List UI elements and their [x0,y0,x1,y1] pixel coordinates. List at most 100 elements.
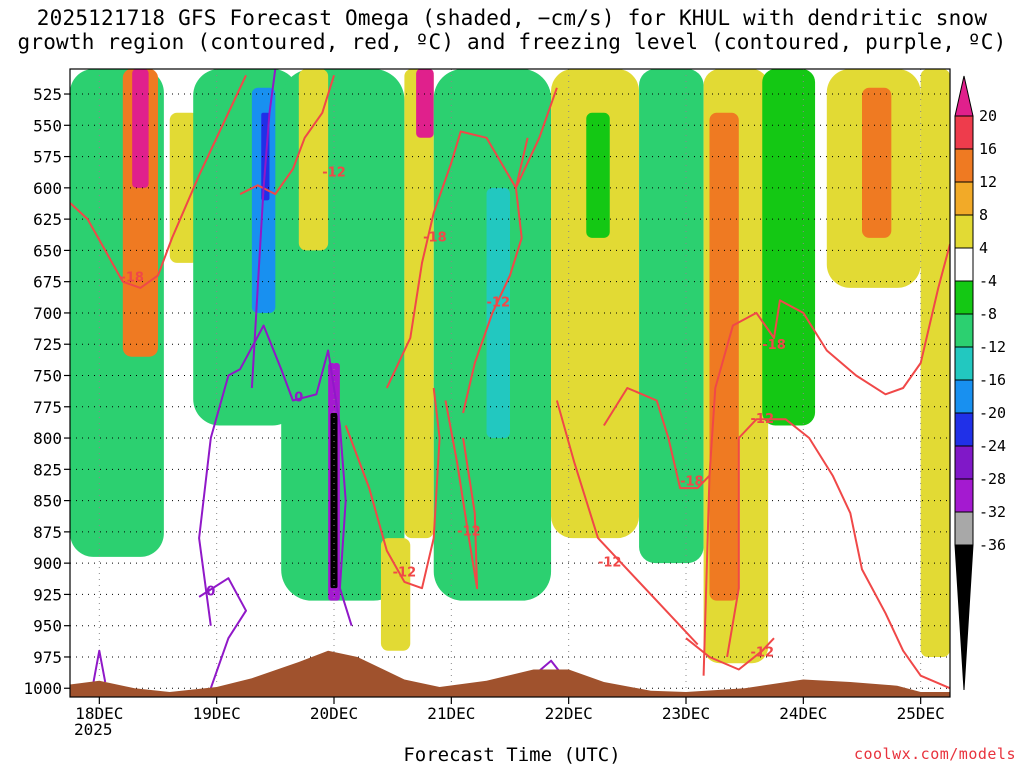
omega-patch [298,69,329,251]
colorbar-label: 8 [979,206,988,224]
plot-frame [69,68,951,698]
colorbar-segment [954,181,974,216]
y-tick-label: 900 [33,554,62,573]
dgz-contour [239,75,335,196]
omega-patch [416,69,434,138]
y-tick-label: 550 [33,116,62,135]
colorbar-segment [954,478,974,513]
y-tick-label: 650 [33,241,62,260]
chart-title: 2025121718 GFS Forecast Omega (shaded, −… [0,6,1024,54]
y-tick-label: 700 [33,304,62,323]
colorbar-segment [954,379,974,414]
y-tick-label: 775 [33,398,62,417]
colorbar-label: -32 [979,503,1006,521]
dgz-contour-label: -12 [457,524,481,539]
freezing-contour [92,649,107,683]
colorbar-label: -20 [979,404,1006,422]
y-tick-label: 725 [33,335,62,354]
y-tick-label: 525 [33,85,62,104]
dgz-contour [685,637,775,671]
y-tick-label: 825 [33,460,62,479]
dgz-contour-label: -12 [322,165,346,180]
colorbar-label: -12 [979,338,1006,356]
colorbar-segment [954,115,974,150]
colorbar-segment [954,148,974,183]
dgz-contour [603,387,711,490]
colorbar-segment [954,280,974,315]
y-tick-label: 925 [33,585,62,604]
freezing-contour [198,324,353,626]
colorbar-label: 12 [979,173,997,191]
omega-patch [639,69,704,564]
y-tick-label: 800 [33,429,62,448]
x-tick-label: 22DEC [545,704,593,723]
omega-patch [486,187,510,439]
y-tick-label: 625 [33,210,62,229]
axes: 525 550 575 600 625 650 675 700 725 750 775 800 825 8… [23,85,944,723]
x-tick-label: 21DEC [427,704,475,723]
colorbar-label: -16 [979,371,1006,389]
omega-patch [380,538,411,651]
dgz-contour-label: -12 [751,412,775,427]
title-line-2: growth region (contoured, red, ºC) and f… [17,30,1007,54]
colorbar-segment [954,412,974,447]
dgz-contour [555,400,699,646]
credit-link[interactable]: coolwx.com/models [853,745,1016,763]
y-tick-label: 675 [33,273,62,292]
colorbar-bottom-arrow [954,544,974,691]
colorbar-segment [954,511,974,546]
y-tick-label: 575 [33,148,62,167]
freezing-contour [250,69,277,389]
omega-patch [132,69,149,188]
title-line-1: 2025121718 GFS Forecast Omega (shaded, −… [36,6,988,30]
colorbar-segment [954,346,974,381]
omega-patch [762,69,816,426]
terrain [70,650,950,697]
x-tick-label: 23DEC [662,704,710,723]
omega-patch [404,69,434,539]
dgz-contour-label: -18 [120,270,144,285]
y-tick-label: 600 [33,179,62,198]
colorbar-label: 20 [979,107,997,125]
dgz-contour [726,418,950,690]
dgz-contour [444,400,479,590]
terrain-fill [70,650,950,697]
colorbar-label: -28 [979,470,1006,488]
freezing-contour-label: 0 [294,391,303,406]
dgz-contour [344,387,441,590]
y-tick-label: 875 [33,523,62,542]
colorbar-segment [954,214,974,249]
x-tick-label: 18DEC [75,704,123,723]
colorbar-label: -4 [979,272,997,290]
contour-labels: -18 -18 -12 -12 -12 -12 -12 -18 -18 -12 -12 0 0 [120,165,785,660]
dgz-contour-label: -18 [680,474,704,489]
dgz-contour-label: -12 [598,556,622,571]
x-tick-label: 24DEC [779,704,827,723]
colorbar-top-arrow [954,75,974,117]
y-tick-label: 750 [33,366,62,385]
omega-patch [862,87,892,238]
dgz-contour [385,87,558,389]
dgz-contour-label: -12 [487,295,511,310]
colorbar-segment [954,247,974,282]
year-label: 2025 [74,720,113,739]
y-tick-label: 975 [33,648,62,667]
freezing-contour [198,577,247,689]
colorbar-label: -24 [979,437,1006,455]
colorbar-label: -36 [979,536,1006,554]
x-axis-label: Forecast Time (UTC) [403,744,621,766]
dgz-contour [702,243,950,676]
colorbar-label: 16 [979,140,997,158]
omega-patch [920,69,950,657]
omega-patch [586,112,610,238]
colorbar: 20 16 12 8 4 -4 -8 -12 -16 -20 -24 -28 -32 -36 [954,75,1006,691]
omega-patch [551,69,640,539]
x-tick-label: 20DEC [310,704,358,723]
dgz-contour-label: -18 [762,338,786,353]
dgz-contour [462,137,529,414]
contours [70,69,950,690]
omega-shading [70,69,950,664]
dgz-contour-label: -12 [751,646,775,661]
colorbar-label: 4 [979,239,988,257]
colorbar-segment [954,313,974,348]
